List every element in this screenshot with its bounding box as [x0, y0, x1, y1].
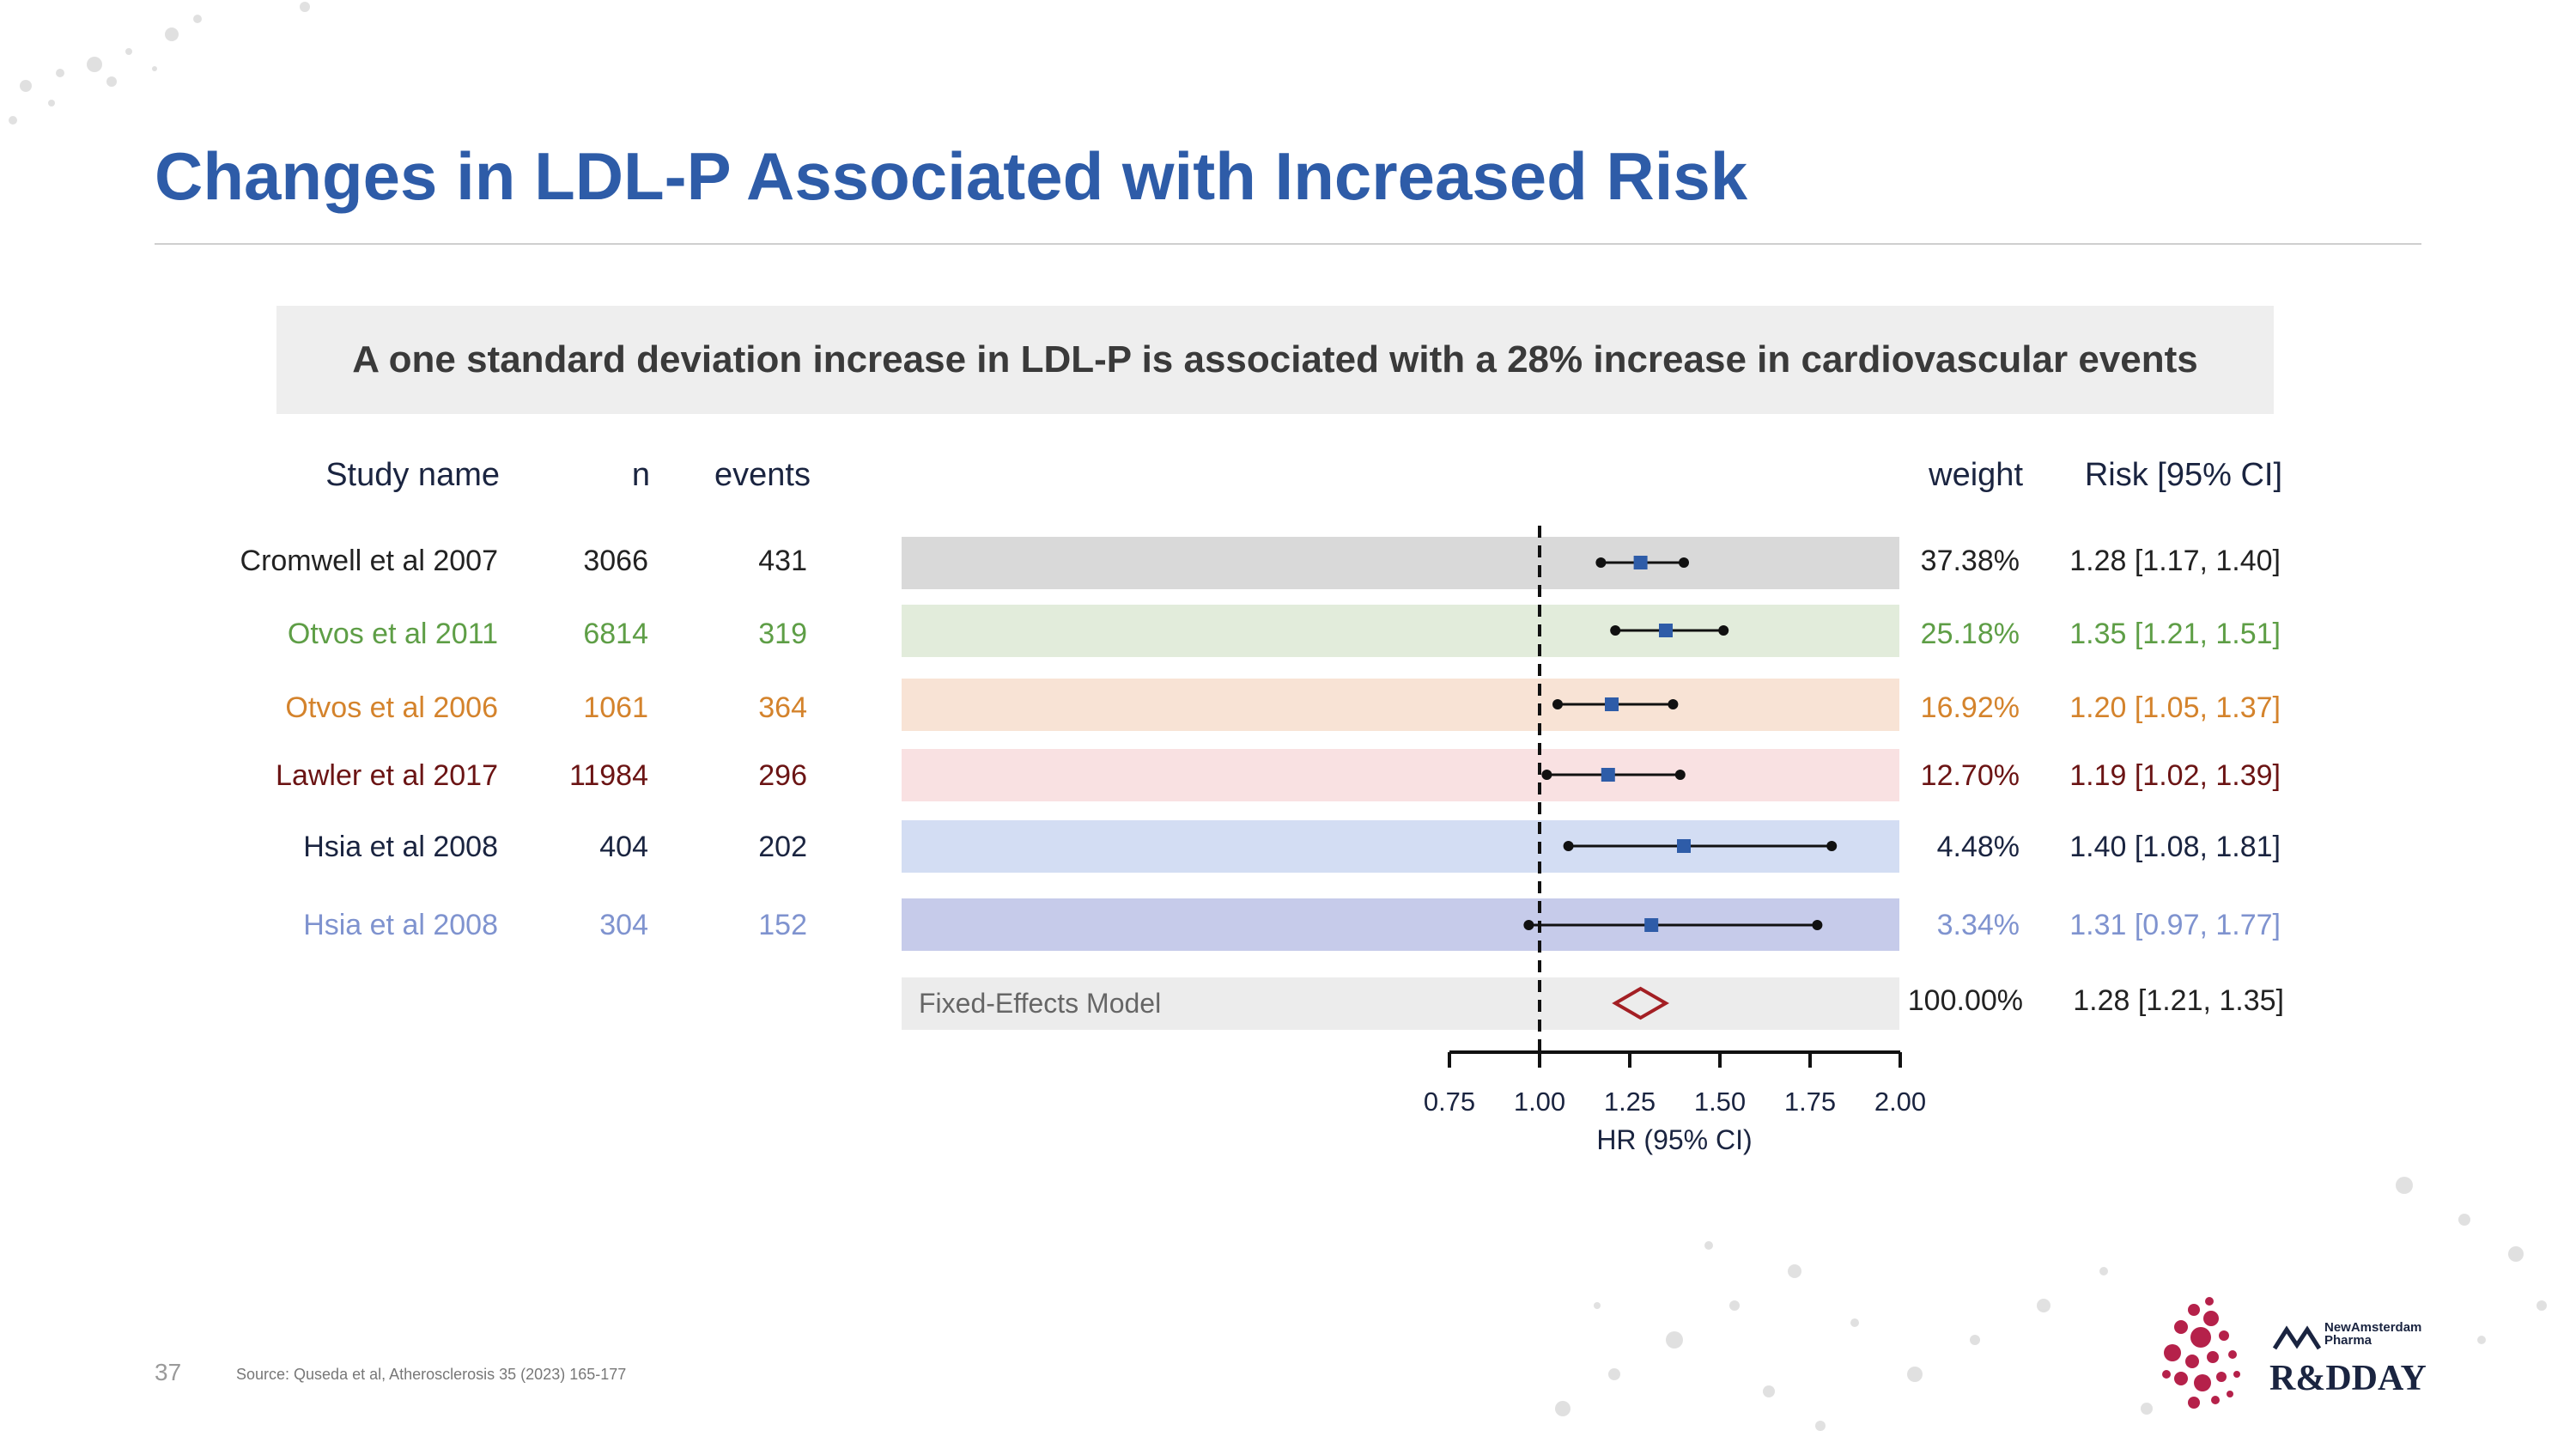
- row-band: [902, 749, 1899, 801]
- study-events: 202: [758, 831, 807, 863]
- study-name: Otvos et al 2006: [285, 691, 498, 724]
- study-weight: 37.38%: [1920, 545, 2020, 577]
- study-name: Lawler et al 2017: [276, 759, 498, 792]
- summary-risk: 1.28 [1.21, 1.35]: [2073, 984, 2284, 1017]
- hr-marker: [1644, 918, 1659, 932]
- study-weight: 12.70%: [1920, 759, 2020, 792]
- pooled-diamond: [1612, 986, 1669, 1020]
- row-band: [902, 537, 1899, 589]
- x-tick-label: 1.75: [1784, 1087, 1836, 1117]
- study-name: Hsia et al 2008: [303, 909, 498, 941]
- ci-lower-cap: [1595, 557, 1607, 568]
- study-events: 431: [758, 545, 807, 577]
- x-tick-label: 1.00: [1514, 1087, 1565, 1117]
- study-risk: 1.35 [1.21, 1.51]: [2069, 618, 2281, 650]
- ci-lower-cap: [1610, 625, 1621, 636]
- x-axis-label: HR (95% CI): [1596, 1124, 1752, 1155]
- ci-upper-cap: [1668, 699, 1679, 709]
- header-study-name: Study name: [325, 457, 500, 493]
- hr-marker: [1659, 624, 1673, 637]
- study-name: Hsia et al 2008: [303, 831, 498, 863]
- study-name: Cromwell et al 2007: [240, 545, 498, 577]
- study-n: 3066: [583, 545, 648, 577]
- key-finding-banner: A one standard deviation increase in LDL…: [276, 306, 2274, 414]
- x-tick-label: 0.75: [1424, 1087, 1475, 1117]
- header-n: n: [631, 457, 650, 493]
- study-events: 296: [758, 759, 807, 792]
- title-divider: [155, 243, 2421, 245]
- hr-marker: [1677, 839, 1691, 853]
- study-weight: 16.92%: [1920, 691, 2020, 724]
- key-finding-text: A one standard deviation increase in LDL…: [352, 338, 2198, 381]
- ci-upper-cap: [1826, 841, 1838, 851]
- header-events: events: [714, 457, 811, 493]
- study-risk: 1.40 [1.08, 1.81]: [2069, 831, 2281, 863]
- ci-upper-cap: [1679, 557, 1689, 568]
- study-name: Otvos et al 2011: [287, 618, 498, 650]
- ci-lower-cap: [1523, 920, 1534, 930]
- company-logo: NewAmsterdam Pharma R&DDAY: [2160, 1293, 2427, 1422]
- logo-event-name: R&DDAY: [2269, 1359, 2427, 1398]
- study-n: 304: [599, 909, 648, 941]
- ci-upper-cap: [1718, 625, 1729, 636]
- header-risk: Risk [95% CI]: [2084, 457, 2282, 493]
- logo-dots-icon: [2162, 1297, 2240, 1409]
- ci-lower-cap: [1552, 699, 1563, 709]
- ci-lower-cap: [1563, 841, 1574, 851]
- study-n: 11984: [568, 759, 648, 792]
- study-risk: 1.31 [0.97, 1.77]: [2069, 909, 2281, 941]
- study-n: 1061: [583, 691, 648, 724]
- row-band: [902, 605, 1899, 657]
- summary-band: [902, 977, 1899, 1030]
- study-weight: 4.48%: [1936, 831, 2020, 863]
- study-risk: 1.28 [1.17, 1.40]: [2069, 545, 2281, 577]
- x-tick-label: 1.50: [1694, 1087, 1746, 1117]
- page-number: 37: [155, 1359, 182, 1385]
- ci-upper-cap: [1674, 770, 1686, 780]
- study-weight: 25.18%: [1920, 618, 2020, 650]
- summary-label: Fixed-Effects Model: [919, 988, 1162, 1019]
- hr-marker: [1605, 697, 1619, 711]
- logo-company-name: NewAmsterdam Pharma: [2324, 1320, 2422, 1348]
- x-tick-label: 2.00: [1874, 1087, 1926, 1117]
- page-title: Changes in LDL-P Associated with Increas…: [155, 138, 1748, 214]
- study-events: 319: [758, 618, 807, 650]
- x-tick-label: 1.25: [1604, 1087, 1656, 1117]
- hr-marker: [1633, 556, 1648, 569]
- newamsterdam-mark-icon: [2272, 1325, 2322, 1350]
- study-n: 404: [599, 831, 648, 863]
- source-citation: Source: Quseda et al, Atherosclerosis 35…: [236, 1366, 627, 1383]
- ci-upper-cap: [1812, 920, 1823, 930]
- study-risk: 1.19 [1.02, 1.39]: [2069, 759, 2281, 792]
- study-n: 6814: [583, 618, 648, 650]
- ci-lower-cap: [1541, 770, 1552, 780]
- study-events: 364: [758, 691, 807, 724]
- summary-weight: 100.00%: [1907, 984, 2023, 1017]
- study-events: 152: [758, 909, 807, 941]
- row-band: [902, 679, 1899, 731]
- hr-marker: [1601, 768, 1615, 782]
- header-weight: weight: [1929, 457, 2023, 493]
- study-risk: 1.20 [1.05, 1.37]: [2069, 691, 2281, 724]
- study-weight: 3.34%: [1936, 909, 2020, 941]
